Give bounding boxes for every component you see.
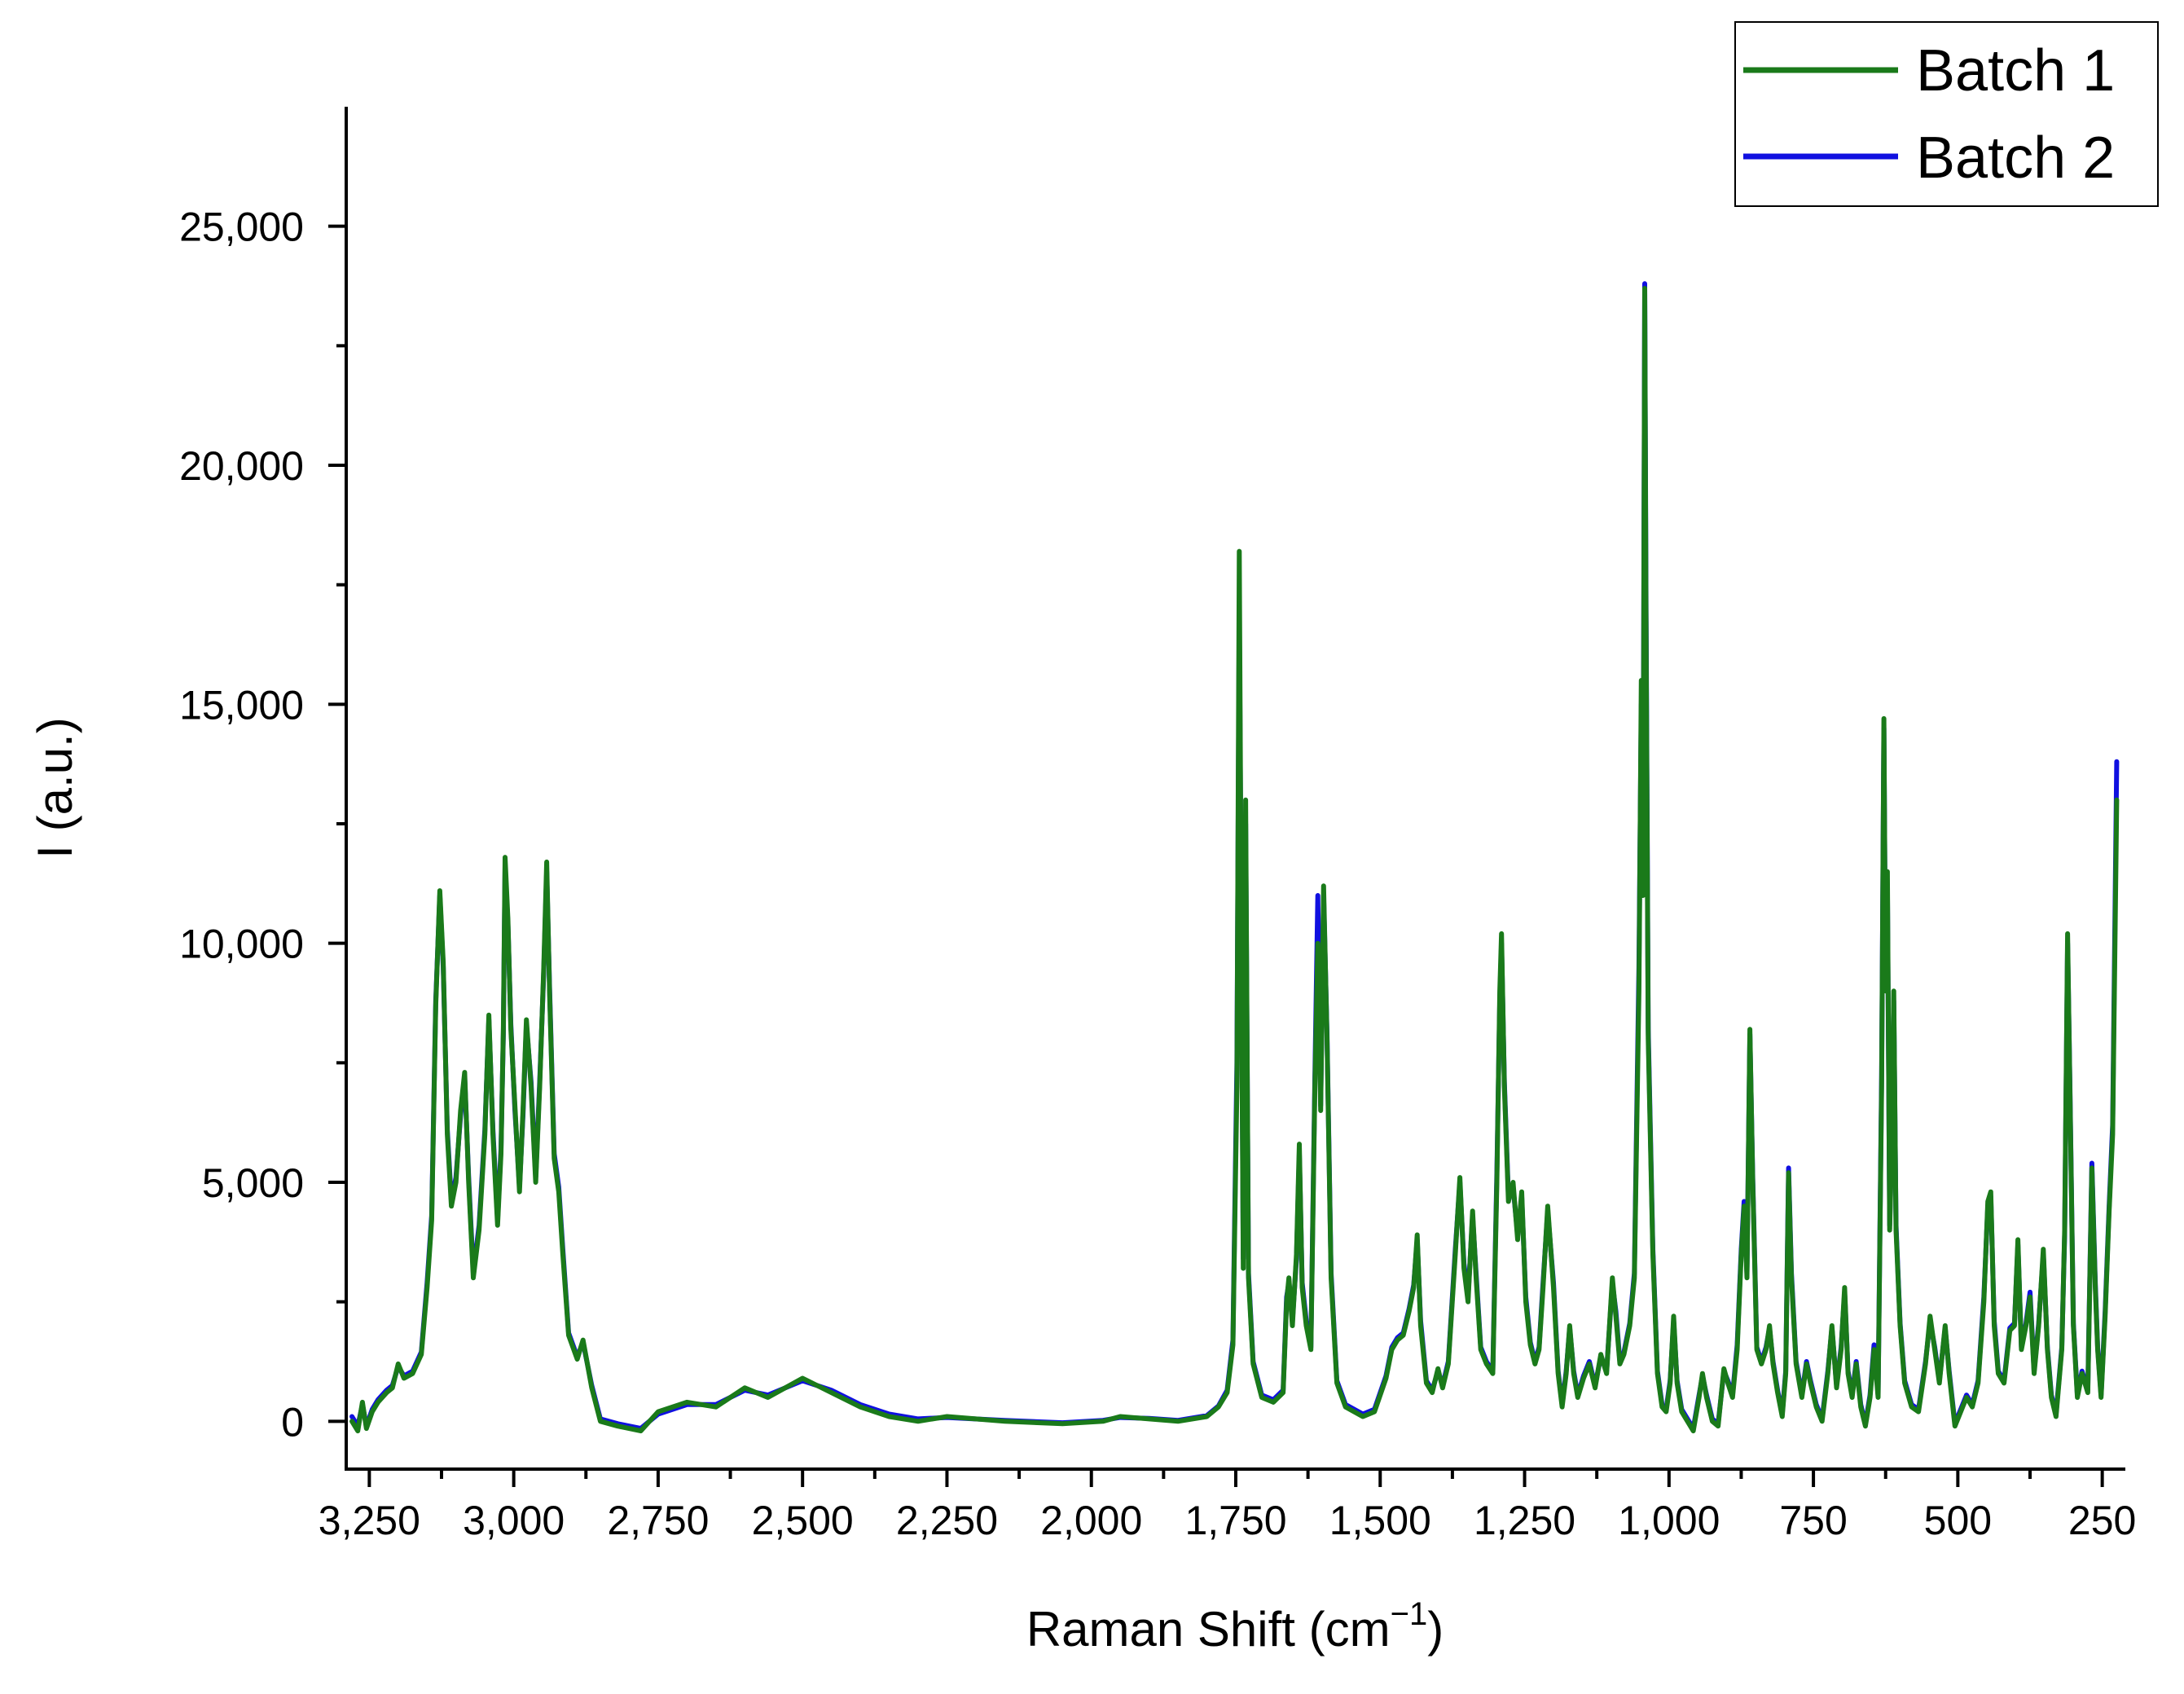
- x-axis-label: Raman Shift (cm−1): [1026, 1596, 1444, 1657]
- y-ticks: 0 5,000 10,000 15,000 20,000 25,000: [179, 205, 346, 1445]
- x-tick-label: 250: [2068, 1498, 2136, 1543]
- x-tick-label: 2,750: [607, 1498, 709, 1543]
- x-tick-label: 1,000: [1618, 1498, 1720, 1543]
- x-axis-label-end: ): [1427, 1602, 1444, 1657]
- y-axis-label: I (a.u.): [28, 717, 82, 858]
- x-tick-label: 750: [1779, 1498, 1847, 1543]
- x-tick-label: 3,000: [463, 1498, 565, 1543]
- legend-label-batch-2: Batch 2: [1916, 125, 2115, 191]
- x-axis-label-superscript: −1: [1391, 1596, 1428, 1632]
- legend-label-batch-1: Batch 1: [1916, 38, 2115, 103]
- x-tick-label: 3,250: [319, 1498, 420, 1543]
- x-tick-label: 1,250: [1474, 1498, 1575, 1543]
- x-ticks: 3,250 3,000 2,750 2,500 2,250 2,000 1,750 1,500…: [319, 1469, 2136, 1543]
- y-tick-label: 10,000: [179, 922, 304, 967]
- y-tick-label: 5,000: [202, 1160, 304, 1206]
- y-tick-label: 15,000: [179, 682, 304, 728]
- legend: Batch 1 Batch 2: [1734, 21, 2159, 207]
- x-tick-label: 2,500: [752, 1498, 854, 1543]
- series-layer: [349, 281, 2120, 1434]
- x-axis-label-main: Raman Shift (cm: [1026, 1602, 1391, 1657]
- x-tick-label: 1,500: [1329, 1498, 1431, 1543]
- x-tick-label: 500: [1924, 1498, 1992, 1543]
- series-line-batch-1: [349, 285, 2120, 1434]
- legend-box: [1734, 21, 2159, 207]
- x-tick-label: 2,000: [1040, 1498, 1142, 1543]
- x-tick-label: 2,250: [896, 1498, 998, 1543]
- y-tick-label: 25,000: [179, 205, 304, 250]
- y-tick-label: 0: [281, 1399, 304, 1445]
- x-tick-label: 1,750: [1184, 1498, 1286, 1543]
- y-tick-label: 20,000: [179, 443, 304, 489]
